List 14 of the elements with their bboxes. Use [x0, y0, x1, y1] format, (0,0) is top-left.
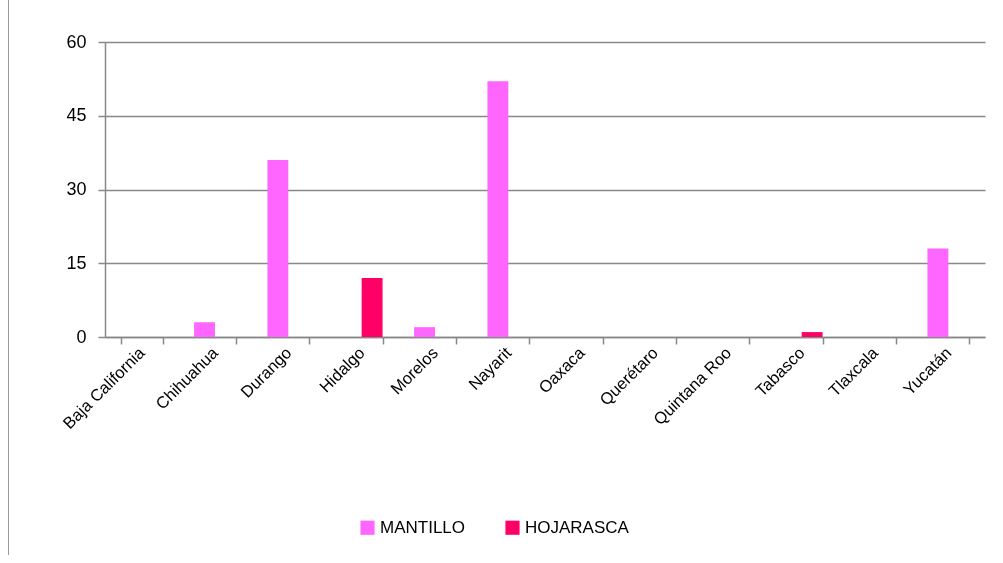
- y-tick-label: 45: [66, 105, 87, 126]
- bar: [927, 248, 949, 337]
- bar: [801, 332, 823, 337]
- bar: [414, 327, 435, 337]
- bar: [487, 81, 509, 337]
- legend-label: MANTILLO: [380, 517, 466, 537]
- y-tick-label: 60: [66, 31, 87, 52]
- y-tick-label: 30: [66, 179, 87, 199]
- bar: [361, 278, 383, 337]
- bar: [194, 322, 215, 337]
- y-tick-label: 0: [76, 326, 87, 347]
- bar: [267, 160, 289, 337]
- y-tick-label: 15: [66, 252, 87, 273]
- legend-label: HOJARASCA: [525, 517, 630, 537]
